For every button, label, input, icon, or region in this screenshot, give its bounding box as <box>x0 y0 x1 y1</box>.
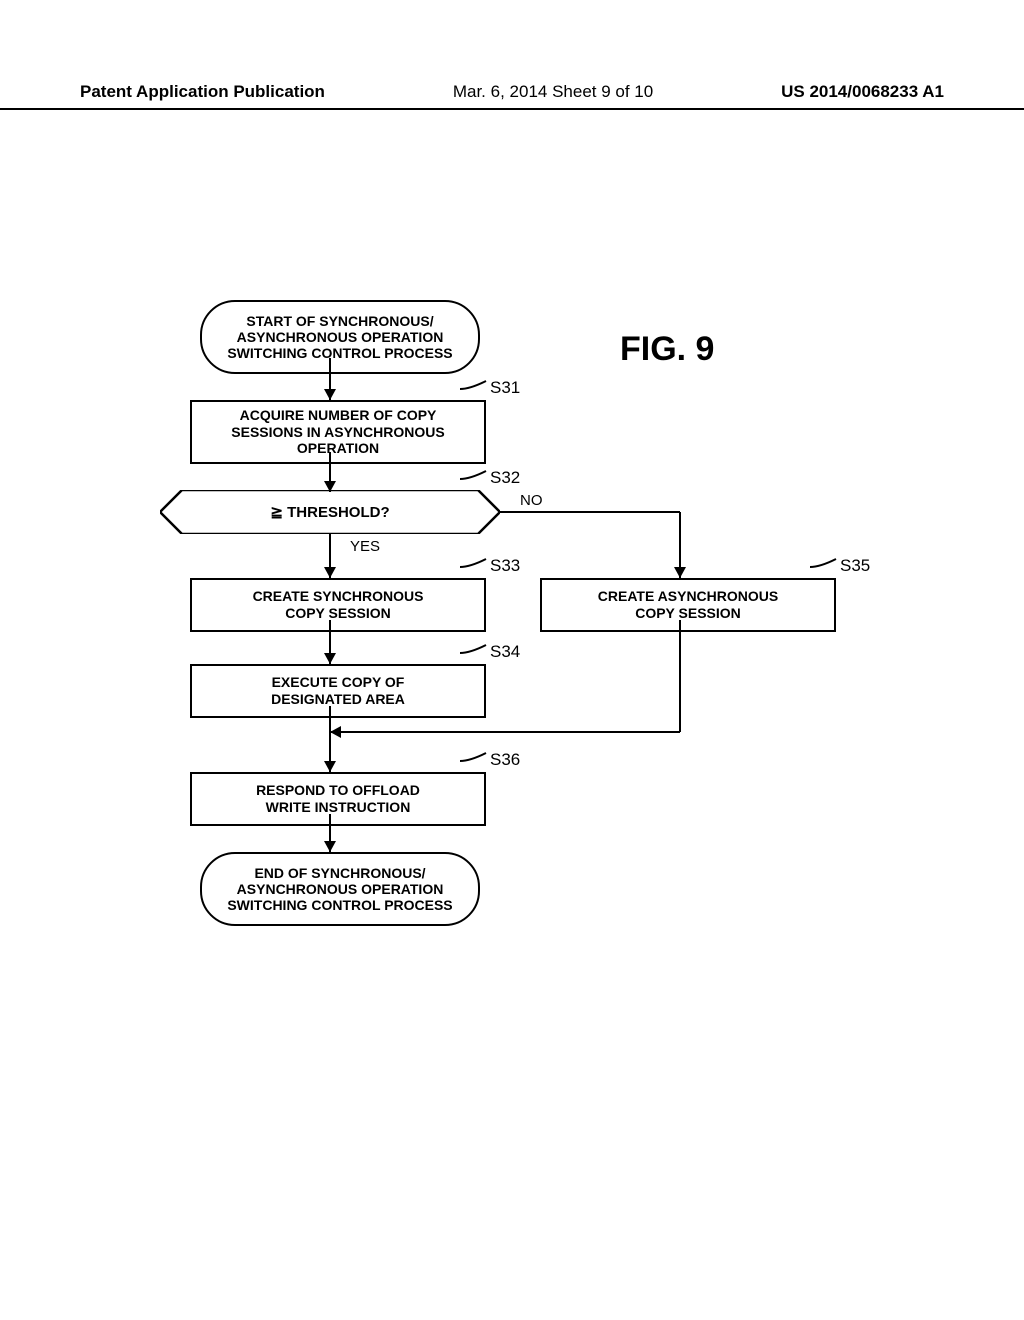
step-label-s32: S32 <box>490 468 520 488</box>
step-label-s35: S35 <box>840 556 870 576</box>
terminator-end: END OF SYNCHRONOUS/ASYNCHRONOUS OPERATIO… <box>200 852 480 926</box>
process-s36: RESPOND TO OFFLOADWRITE INSTRUCTION <box>190 772 486 826</box>
patent-header: Patent Application Publication Mar. 6, 2… <box>0 82 1024 110</box>
process-s34: EXECUTE COPY OFDESIGNATED AREA <box>190 664 486 718</box>
header-left: Patent Application Publication <box>80 82 325 102</box>
step-label-s36: S36 <box>490 750 520 770</box>
process-s35: CREATE ASYNCHRONOUSCOPY SESSION <box>540 578 836 632</box>
header-right: US 2014/0068233 A1 <box>781 82 944 102</box>
step-label-s34: S34 <box>490 642 520 662</box>
process-s33: CREATE SYNCHRONOUSCOPY SESSION <box>190 578 486 632</box>
branch-yes: YES <box>350 538 380 555</box>
header-center: Mar. 6, 2014 Sheet 9 of 10 <box>453 82 653 102</box>
flowchart: START OF SYNCHRONOUS/ASYNCHRONOUS OPERAT… <box>160 300 880 1000</box>
terminator-start: START OF SYNCHRONOUS/ASYNCHRONOUS OPERAT… <box>200 300 480 374</box>
process-s31: ACQUIRE NUMBER OF COPYSESSIONS IN ASYNCH… <box>190 400 486 464</box>
step-label-s31: S31 <box>490 378 520 398</box>
branch-no: NO <box>520 492 543 509</box>
step-label-s33: S33 <box>490 556 520 576</box>
decision-s32: ≧ THRESHOLD? <box>160 490 500 534</box>
